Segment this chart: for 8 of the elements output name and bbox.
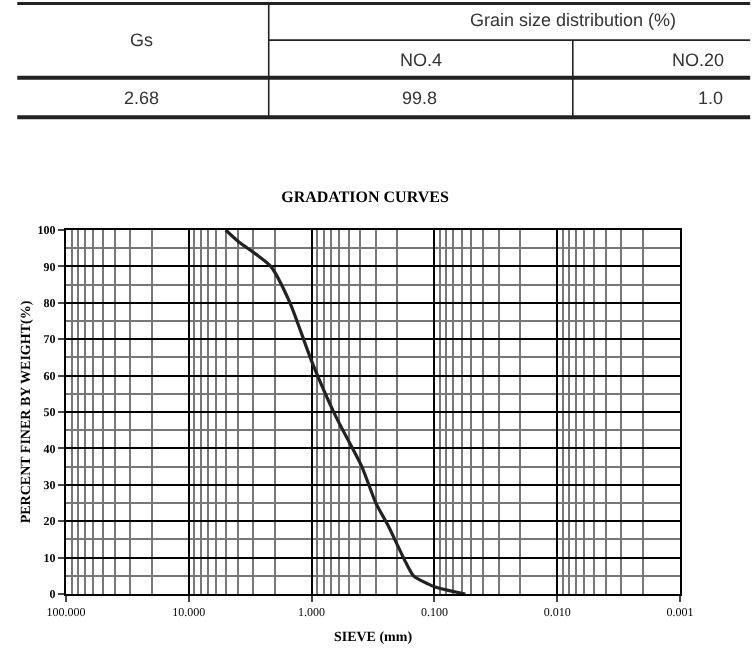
text: 99.8 <box>402 88 438 108</box>
text: NO.20 <box>672 50 725 70</box>
text: Grain size distribution (%) <box>470 10 677 30</box>
text: 2.68 <box>124 88 160 108</box>
text: 1.0 <box>698 88 724 108</box>
chart-title: GRADATION CURVES <box>281 187 450 206</box>
text: Gs <box>130 30 154 50</box>
text: NO.4 <box>400 50 443 70</box>
